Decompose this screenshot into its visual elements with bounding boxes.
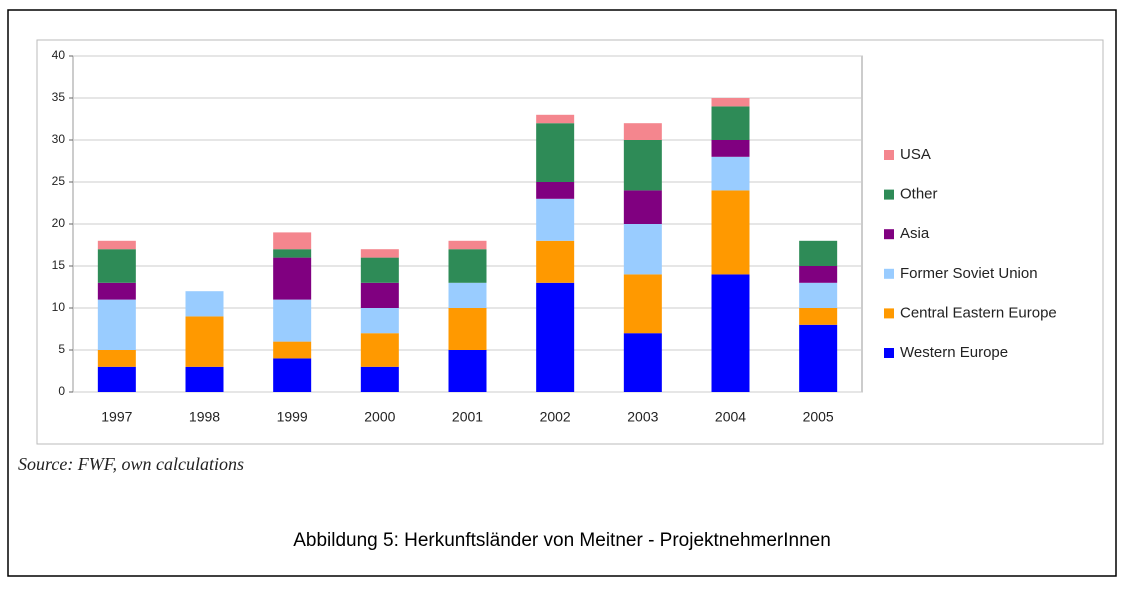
- bar-segment: [799, 266, 838, 283]
- bar-segment: [711, 140, 750, 157]
- bar-segment: [448, 350, 487, 392]
- y-tick-label: 5: [58, 342, 65, 356]
- y-tick-label: 25: [52, 174, 66, 188]
- bar-segment: [448, 240, 487, 250]
- legend-label: Former Soviet Union: [900, 265, 1038, 282]
- bar-segment: [97, 299, 136, 350]
- bar-segment: [799, 308, 838, 325]
- bar-segment: [536, 198, 575, 241]
- source: Source: FWF, own calculations: [18, 454, 244, 474]
- bar-segment: [711, 274, 750, 392]
- bar-segment: [185, 366, 224, 392]
- y-tick-label: 20: [52, 216, 66, 230]
- bar-segment: [360, 333, 399, 367]
- bar-segment: [711, 106, 750, 140]
- bar-segment: [448, 282, 487, 308]
- legend-swatch: [884, 189, 894, 200]
- bar-segment: [799, 240, 838, 266]
- x-tick-label: 2000: [364, 409, 395, 425]
- x-tick-label: 1999: [277, 409, 308, 425]
- bar-segment: [273, 299, 312, 342]
- x-tick-label: 2005: [803, 409, 834, 425]
- y-tick-label: 40: [52, 48, 66, 62]
- bar-segment: [623, 140, 662, 191]
- legend-swatch: [884, 268, 894, 279]
- bar-segment: [185, 291, 224, 317]
- bar-segment: [623, 190, 662, 224]
- bar-segment: [360, 282, 399, 308]
- legend-label: Central Eastern Europe: [900, 304, 1057, 321]
- y-tick-label: 10: [52, 300, 66, 314]
- legend-swatch: [884, 150, 894, 160]
- bar-segment: [536, 182, 575, 199]
- bar-segment: [536, 240, 575, 283]
- bar-segment: [448, 308, 487, 350]
- bar-segment: [711, 98, 750, 107]
- caption: Abbildung 5: Herkunftsländer von Meitner…: [293, 530, 831, 551]
- bar-segment: [360, 257, 399, 283]
- bar-segment: [799, 324, 838, 392]
- legend-swatch: [884, 308, 894, 319]
- bar-segment: [623, 224, 662, 275]
- bar-segment: [97, 282, 136, 300]
- bar-segment: [711, 190, 750, 275]
- bar-segment: [623, 123, 662, 140]
- bar-segment: [536, 282, 575, 392]
- bar-segment: [273, 257, 312, 300]
- legend-label: Asia: [900, 225, 930, 242]
- y-tick-label: 35: [52, 90, 66, 104]
- bar-segment: [360, 249, 399, 258]
- bar-segment: [97, 249, 136, 283]
- bar-segment: [799, 282, 838, 308]
- bar-segment: [360, 366, 399, 392]
- bar-segment: [273, 358, 312, 392]
- bar-segment: [711, 156, 750, 191]
- legend-label: USA: [900, 146, 931, 163]
- bar-segment: [97, 366, 136, 392]
- bar-segment: [97, 240, 136, 250]
- bar-segment: [536, 123, 575, 182]
- x-tick-label: 1998: [189, 409, 220, 425]
- bar-segment: [97, 350, 136, 367]
- frame: [7, 9, 1117, 577]
- bar-segment: [185, 316, 224, 367]
- x-tick-label: 2003: [627, 409, 658, 425]
- legend-label: Other: [900, 186, 938, 203]
- x-tick-label: 2004: [715, 409, 746, 425]
- x-tick-label: 2002: [540, 409, 571, 425]
- bar-segment: [623, 274, 662, 334]
- x-tick-label: 1997: [101, 409, 132, 425]
- bar-segment: [273, 249, 312, 258]
- bar-segment: [273, 341, 312, 359]
- bar-segment: [536, 114, 575, 124]
- bar-segment: [360, 308, 399, 334]
- legend-swatch: [884, 348, 894, 358]
- x-tick-label: 2001: [452, 409, 483, 425]
- bar-segment: [273, 232, 312, 250]
- y-tick-label: 0: [58, 384, 65, 398]
- bar-segment: [448, 249, 487, 283]
- legend-swatch: [884, 229, 894, 240]
- y-tick-label: 15: [52, 258, 66, 272]
- legend-label: Western Europe: [900, 344, 1008, 361]
- bar-segment: [623, 333, 662, 392]
- y-tick-label: 30: [52, 132, 66, 146]
